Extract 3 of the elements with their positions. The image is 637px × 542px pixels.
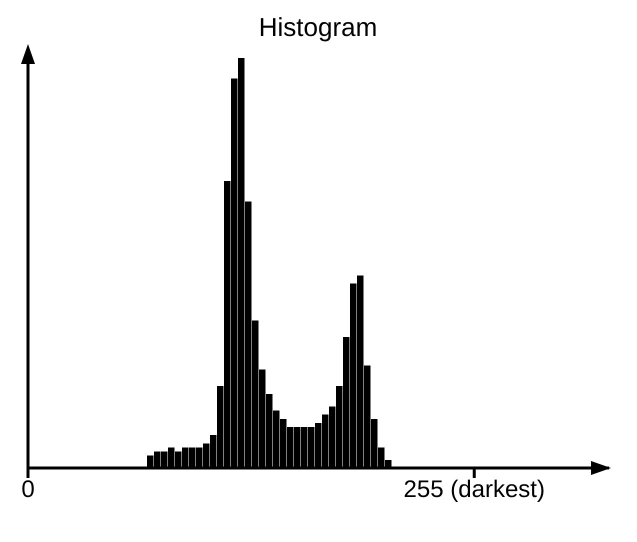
x-tick-label: 0 xyxy=(21,476,35,504)
x-tick-label: 255 (darkest) xyxy=(404,476,545,504)
chart-title: Histogram xyxy=(258,12,378,43)
